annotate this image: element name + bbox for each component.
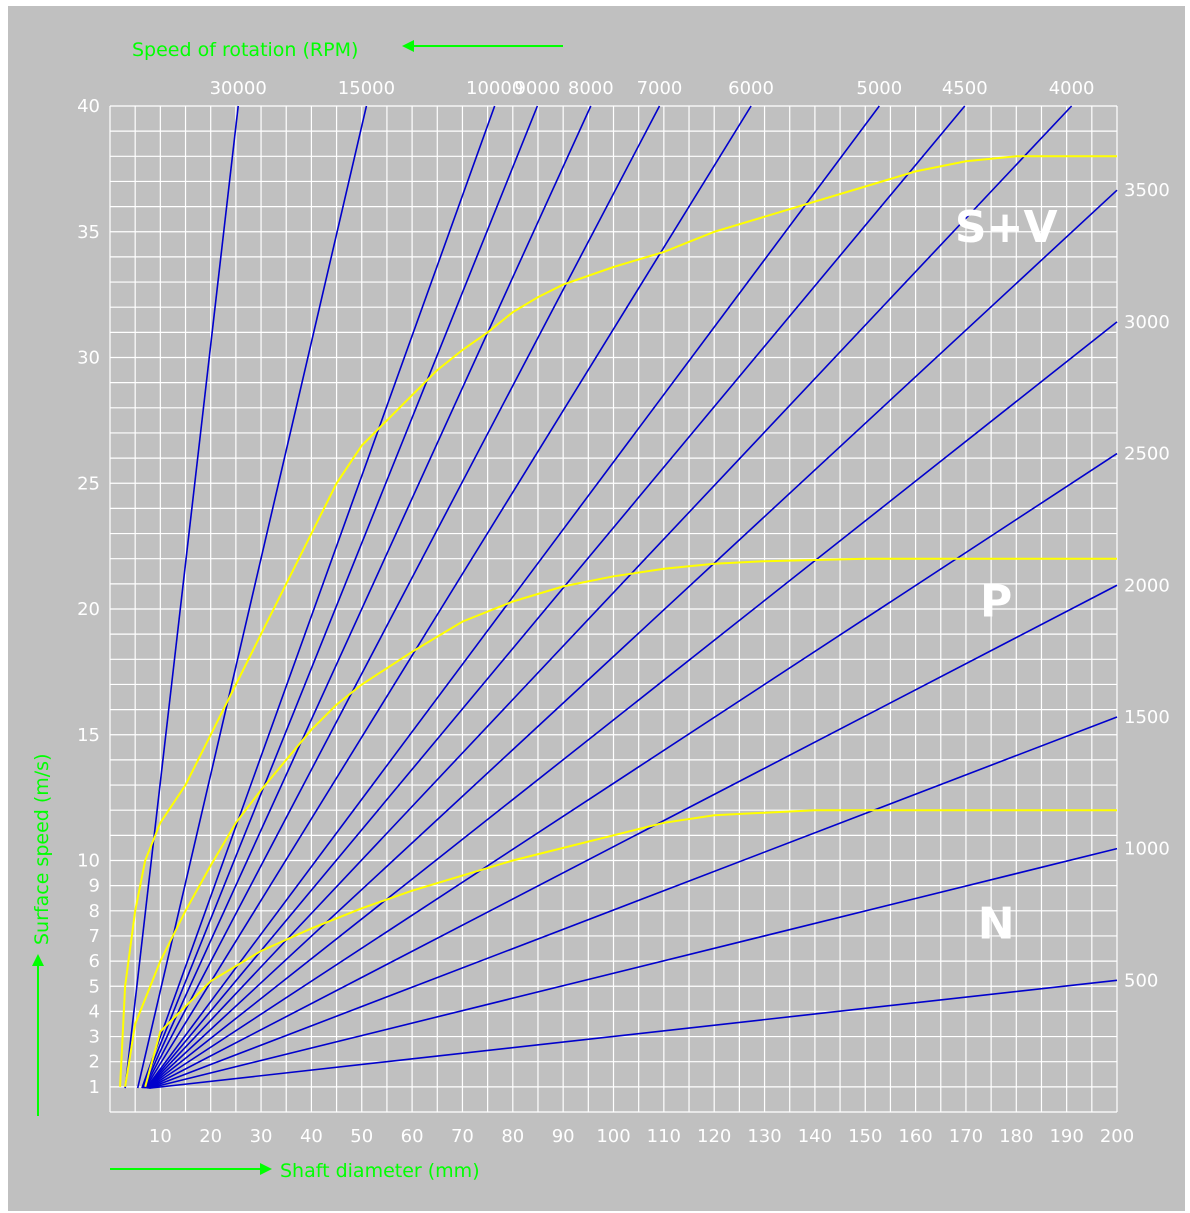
x-tick-label: 30 (250, 1126, 273, 1147)
y-tick-label: 25 (77, 473, 100, 494)
y-tick-label: 30 (77, 348, 100, 369)
x-tick-label: 10 (149, 1126, 172, 1147)
limit-curve-n (144, 809, 1117, 1088)
x-axis-title: Shaft diameter (mm) (280, 1160, 480, 1182)
rpm-lines (124, 105, 1118, 1089)
region-labels: S+V P N (955, 202, 1058, 950)
rpm-top-label: 9000 (514, 78, 560, 99)
region-label-p: P (980, 577, 1012, 628)
rpm-line-500 (149, 979, 1118, 1089)
y-axis-arrow (32, 954, 44, 1116)
x-tick-label: 20 (199, 1126, 222, 1147)
top-axis-title: Speed of rotation (RPM) (132, 39, 358, 61)
limit-curve-p (124, 557, 1117, 1087)
x-tick-label: 100 (596, 1126, 630, 1147)
rpm-right-label: 3000 (1124, 312, 1170, 333)
rpm-line-6000 (144, 105, 752, 1089)
rpm-line-4000 (146, 105, 1073, 1089)
x-tick-label: 50 (350, 1126, 373, 1147)
rpm-top-label: 4000 (1049, 78, 1095, 99)
rpm-line-7000 (143, 105, 661, 1089)
region-label-sv: S+V (955, 202, 1058, 253)
rpm-right-label: 500 (1124, 970, 1158, 991)
rpm-top-label: 30000 (210, 78, 267, 99)
rpm-top-label: 5000 (856, 78, 902, 99)
x-tick-label: 140 (798, 1126, 832, 1147)
rpm-right-label: 2500 (1124, 444, 1170, 465)
rpm-line-3500 (146, 189, 1118, 1089)
rpm-line-8000 (142, 105, 592, 1089)
region-label-n: N (978, 898, 1015, 949)
limit-curve-sv (119, 155, 1117, 1087)
rpm-line-10000 (141, 105, 496, 1089)
rpm-top-label: 8000 (568, 78, 614, 99)
rpm-right-label: 3500 (1124, 180, 1170, 201)
y-tick-label: 35 (77, 222, 100, 243)
x-tick-label: 180 (999, 1126, 1033, 1147)
x-tick-label: 170 (949, 1126, 983, 1147)
top-axis-arrow (402, 40, 563, 52)
x-tick-label: 60 (401, 1126, 424, 1147)
rpm-line-1000 (149, 847, 1118, 1089)
x-tick-label: 80 (501, 1126, 524, 1147)
rpm-right-label: 1500 (1124, 707, 1170, 728)
rpm-top-label: 7000 (637, 78, 683, 99)
rpm-line-9000 (141, 105, 539, 1089)
x-tick-label: 40 (300, 1126, 323, 1147)
rpm-line-30000 (124, 105, 240, 1089)
rpm-line-2000 (148, 584, 1118, 1089)
y-tick-label: 6 (89, 951, 100, 972)
x-tick-label: 200 (1100, 1126, 1134, 1147)
x-axis-arrow (110, 1163, 272, 1175)
y-tick-label: 40 (77, 96, 100, 117)
rpm-line-3000 (147, 321, 1118, 1089)
tick-labels: 10 20 30 40 50 60 70 80 90 100 110 120 130 140 150 160 1… (77, 78, 1170, 1147)
x-tick-label: 190 (1049, 1126, 1083, 1147)
rpm-line-15000 (136, 105, 368, 1089)
x-tick-label: 90 (552, 1126, 575, 1147)
rpm-right-label: 2000 (1124, 575, 1170, 596)
x-tick-label: 70 (451, 1126, 474, 1147)
y-axis-title: Surface speed (m/s) (31, 754, 53, 946)
rpm-top-label: 6000 (728, 78, 774, 99)
rpm-line-5000 (145, 105, 880, 1089)
y-tick-label: 8 (89, 901, 100, 922)
y-tick-label: 9 (89, 876, 100, 897)
x-tick-label: 150 (848, 1126, 882, 1147)
rpm-top-label: 10000 (466, 78, 523, 99)
limit-curves (119, 155, 1117, 1088)
y-tick-label: 2 (89, 1052, 100, 1073)
x-tick-label: 130 (747, 1126, 781, 1147)
rpm-top-label: 15000 (338, 78, 395, 99)
y-tick-label: 15 (77, 725, 100, 746)
rpm-top-label: 4500 (942, 78, 988, 99)
y-tick-label: 10 (77, 851, 100, 872)
x-tick-label: 110 (647, 1126, 681, 1147)
y-tick-label: 7 (89, 926, 100, 947)
rpm-line-4500 (145, 105, 966, 1089)
rpm-right-label: 1000 (1124, 839, 1170, 860)
grid-lines (109, 105, 1118, 1113)
x-tick-label: 120 (697, 1126, 731, 1147)
rpm-line-1500 (148, 716, 1118, 1089)
y-tick-label: 20 (77, 599, 100, 620)
x-tick-label: 160 (898, 1126, 932, 1147)
y-tick-label: 1 (89, 1077, 100, 1098)
y-tick-label: 5 (89, 976, 100, 997)
y-tick-label: 4 (89, 1001, 100, 1022)
y-tick-label: 3 (89, 1027, 100, 1048)
